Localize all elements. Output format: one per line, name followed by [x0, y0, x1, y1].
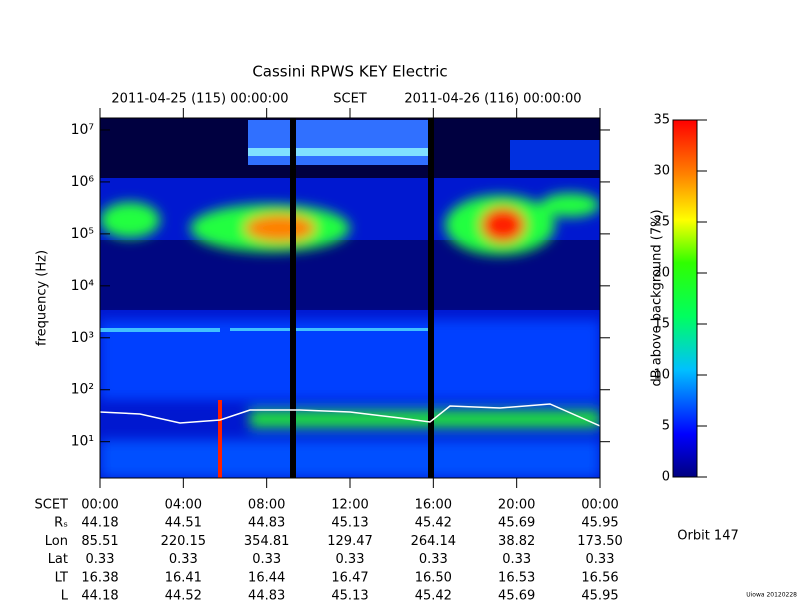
colorbar-tick-label: 15	[653, 317, 670, 332]
y-tick-label: 10⁵	[71, 226, 94, 242]
ephemeris-value: 44.18	[81, 589, 118, 600]
chart-title: Cassini RPWS KEY Electric	[252, 63, 447, 81]
ephemeris-value: 16.41	[165, 570, 202, 585]
time-label: 2011-04-25 (115) 00:00:00	[111, 92, 288, 107]
ephemeris-label: LT	[55, 570, 68, 585]
time-label: SCET	[333, 92, 367, 107]
colorbar-tick-label: 10	[653, 368, 670, 383]
ephemeris-value: 0.33	[502, 552, 531, 567]
ephemeris-value: 129.47	[327, 534, 373, 549]
ephemeris-value: 45.13	[331, 516, 368, 531]
y-tick-label: 10⁴	[71, 278, 95, 294]
ephemeris-label: Lat	[48, 552, 68, 567]
y-tick-label: 10²	[71, 382, 94, 398]
ephemeris-label: Rₛ	[54, 516, 68, 531]
ephemeris-value: 16.44	[248, 570, 285, 585]
ephemeris-value: 45.42	[415, 589, 452, 600]
ephemeris-label: Lon	[45, 534, 68, 549]
colorbar	[672, 119, 698, 478]
time-label: 2011-04-26 (116) 00:00:00	[404, 92, 581, 107]
x-tick-label: 20:00	[498, 498, 535, 513]
ephemeris-value: 45.95	[581, 589, 618, 600]
ephemeris-value: 45.69	[498, 516, 535, 531]
ephemeris-value: 16.38	[81, 570, 118, 585]
y-tick-label: 10⁶	[71, 174, 95, 190]
ephemeris-value: 220.15	[161, 534, 207, 549]
ephemeris-value: 44.83	[248, 516, 285, 531]
x-tick-label: 04:00	[165, 498, 202, 513]
colorbar-tick-label: 35	[653, 113, 670, 128]
spectrogram	[100, 118, 600, 478]
x-tick-label: 12:00	[331, 498, 368, 513]
ephemeris-value: 44.83	[248, 589, 285, 600]
y-tick-label: 10¹	[71, 434, 94, 450]
y-tick-label: 10⁷	[71, 122, 94, 138]
ephemeris-value: 45.13	[331, 589, 368, 600]
x-tick-label: 16:00	[415, 498, 452, 513]
colorbar-tick-label: 20	[653, 266, 670, 281]
ephemeris-value: 16.56	[581, 570, 618, 585]
ephemeris-value: 45.42	[415, 516, 452, 531]
ephemeris-value: 44.51	[165, 516, 202, 531]
colorbar-tick-label: 25	[653, 215, 670, 230]
ephemeris-value: 0.33	[336, 552, 365, 567]
ephemeris-value: 173.50	[577, 534, 623, 549]
ephemeris-value: 264.14	[411, 534, 457, 549]
ephemeris-value: 0.33	[86, 552, 115, 567]
colorbar-tick-label: 0	[662, 470, 670, 485]
colorbar-tick-label: 5	[662, 419, 670, 434]
ephemeris-value: 44.52	[165, 589, 202, 600]
ephemeris-value: 0.33	[586, 552, 615, 567]
ephemeris-value: 45.69	[498, 589, 535, 600]
ephemeris-value: 16.47	[331, 570, 368, 585]
ephemeris-value: 85.51	[81, 534, 118, 549]
x-tick-label: 00:00	[81, 498, 118, 513]
colorbar-tick-label: 30	[653, 164, 670, 179]
credit: Uiowa 20120228	[746, 592, 797, 599]
colorbar-label: dB above background (7%)	[650, 209, 665, 386]
ephemeris-value: 38.82	[498, 534, 535, 549]
y-tick-label: 10³	[71, 330, 94, 346]
ephemeris-value: 0.33	[419, 552, 448, 567]
ephemeris-value: 354.81	[244, 534, 290, 549]
ephemeris-value: 16.50	[415, 570, 452, 585]
x-tick-label: 00:00	[581, 498, 618, 513]
ephemeris-value: 0.33	[252, 552, 281, 567]
ephemeris-value: 44.18	[81, 516, 118, 531]
x-tick-label: 08:00	[248, 498, 285, 513]
ephemeris-value: 16.53	[498, 570, 535, 585]
y-axis-label: frequency (Hz)	[35, 250, 50, 346]
orbit: Orbit 147	[677, 529, 738, 544]
ephemeris-value: 0.33	[169, 552, 198, 567]
ephemeris-label: L	[61, 589, 69, 600]
ephemeris-label: SCET	[35, 498, 69, 513]
ephemeris-value: 45.95	[581, 516, 618, 531]
